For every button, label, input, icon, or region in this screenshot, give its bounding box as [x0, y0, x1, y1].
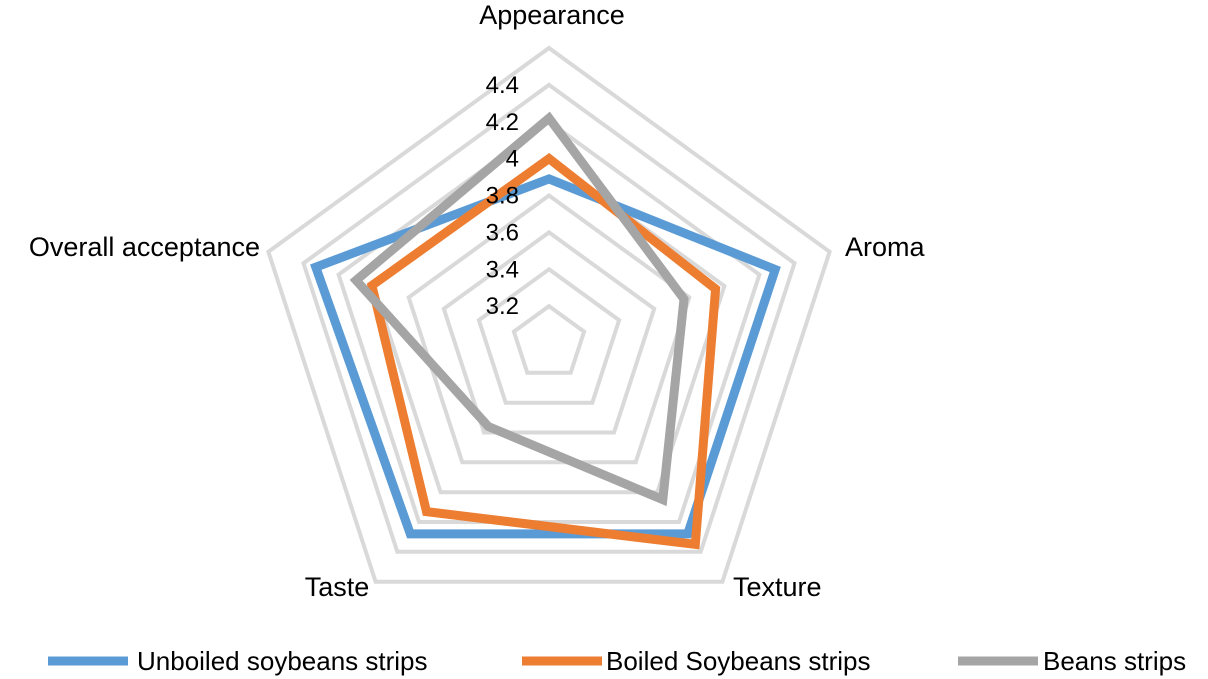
- grid-layer: [266, 45, 832, 584]
- tick-label: 3.6: [486, 219, 519, 246]
- legend-label: Unboiled soybeans strips: [137, 646, 428, 676]
- grid-ring: [266, 45, 832, 584]
- tick-label: 4.4: [486, 72, 519, 99]
- tick-label: 4: [506, 146, 519, 173]
- grid-ring: [441, 229, 657, 435]
- tick-label: 3.8: [486, 183, 519, 210]
- series-line-boiled-soybeans-strips: [366, 152, 721, 550]
- tick-label: 3.4: [486, 256, 519, 283]
- category-label-aroma: Aroma: [845, 232, 926, 262]
- category-label-overall-acceptance: Overall acceptance: [29, 232, 260, 262]
- grid-ring: [301, 82, 797, 554]
- category-label-texture: Texture: [733, 572, 822, 602]
- category-label-appearance: Appearance: [479, 0, 625, 30]
- series-layer: [310, 111, 781, 550]
- radial-tick-labels: 3.2 3.4 3.6 3.8 4 4.2 4.4: [486, 72, 519, 320]
- grid-ring: [476, 266, 622, 405]
- legend-label: Beans strips: [1043, 646, 1186, 676]
- tick-label: 3.2: [486, 293, 519, 320]
- series-line-unboiled-soybeans-strips: [310, 174, 781, 539]
- category-labels: Appearance Aroma Texture Taste Overall accep…: [29, 0, 926, 602]
- tick-label: 4.2: [486, 109, 519, 136]
- category-label-taste: Taste: [305, 572, 370, 602]
- series-line-beans-strips: [349, 111, 689, 507]
- legend: Unboiled soybeans strips Boiled Soybeans …: [48, 646, 1186, 676]
- grid-ring: [511, 303, 587, 375]
- legend-label: Boiled Soybeans strips: [606, 646, 870, 676]
